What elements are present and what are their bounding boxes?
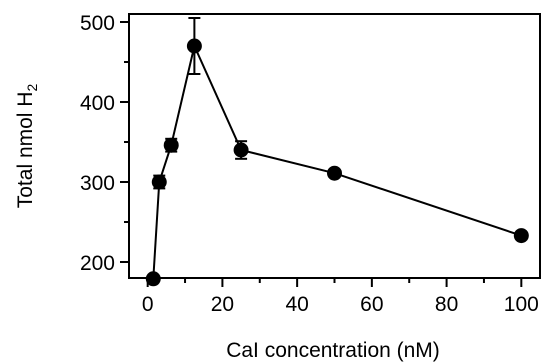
y-tick-label: 200 — [80, 252, 115, 275]
y-axis-ticks: 200 300 400 500 — [80, 12, 129, 275]
x-tick-label: 100 — [504, 293, 539, 316]
y-axis-label-subscript: 2 — [24, 84, 40, 92]
x-tick-label: 80 — [435, 293, 458, 316]
series-line — [152, 42, 522, 279]
data-point — [186, 38, 202, 54]
plot-frame — [128, 13, 541, 279]
x-tick-label: 0 — [142, 293, 154, 316]
x-tick-label: 40 — [285, 293, 308, 316]
y-tick-label: 400 — [80, 92, 115, 115]
data-point — [145, 271, 161, 287]
x-tick-label: 60 — [360, 293, 383, 316]
y-tick-label: 300 — [80, 172, 115, 195]
data-point — [513, 228, 529, 244]
x-axis-label: CaI concentration (nM) — [226, 339, 440, 362]
data-series — [145, 17, 529, 287]
data-point — [233, 142, 249, 158]
x-axis-ticks: 0 20 40 60 80 100 — [142, 278, 539, 316]
y-axis-label-main: Total nmol H — [14, 92, 37, 209]
y-tick-label: 500 — [80, 12, 115, 35]
x-tick-label: 20 — [211, 293, 234, 316]
data-point — [151, 174, 167, 190]
data-point — [327, 165, 342, 181]
data-point — [163, 137, 179, 153]
y-axis-label: Total nmol H2 — [14, 84, 40, 209]
